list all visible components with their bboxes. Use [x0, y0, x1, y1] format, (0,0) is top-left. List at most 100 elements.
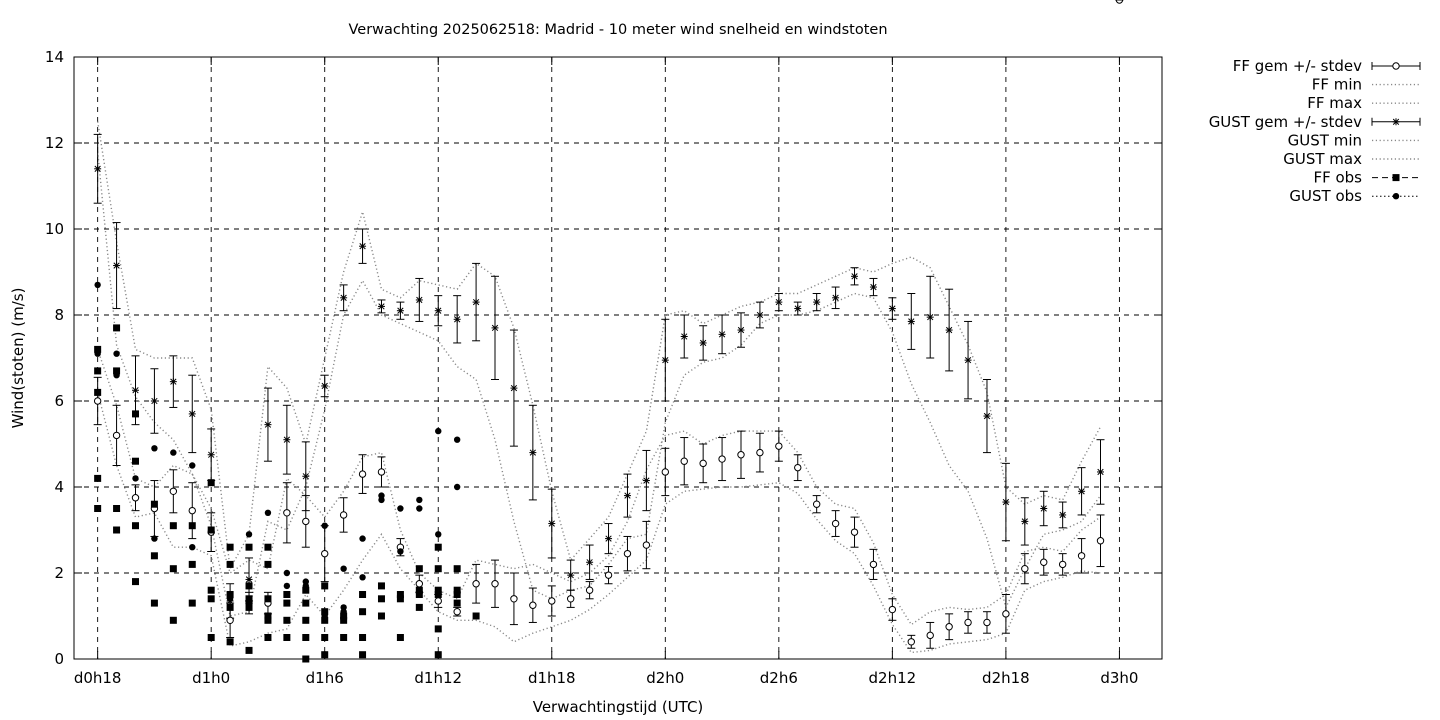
ff-mean-point: [812, 500, 821, 508]
y-tick-label: 0: [54, 650, 64, 668]
ff-mean-point: [434, 597, 442, 605]
gust-obs-point: [207, 595, 215, 602]
ff-obs-point: [226, 591, 234, 598]
ff-obs-point: [131, 410, 139, 418]
star-stroke: [1002, 498, 1010, 506]
gust-mean-point: [605, 535, 613, 543]
ff-obs-point: [207, 586, 215, 594]
ff-obs-point: [264, 595, 272, 603]
star-stroke: [737, 326, 745, 334]
gust-mean-point: [510, 384, 518, 392]
ff-mean-point: [302, 517, 310, 526]
ff-mean-point: [907, 638, 915, 646]
ff-obs-point: [321, 651, 329, 659]
ff-obs-point: [434, 591, 442, 598]
ff-obs-point: [131, 522, 139, 530]
gust-mean-point: [926, 313, 934, 321]
ff-obs-point: [113, 367, 121, 375]
ff-obs-point: [396, 591, 404, 598]
x-tick-label: d2h18: [982, 669, 1030, 687]
gust-mean-point: [472, 298, 480, 306]
star-stroke: [94, 165, 101, 172]
gust-mean-point: [775, 298, 783, 306]
y-tick-label: 10: [45, 220, 64, 238]
y-tick-label: 14: [45, 48, 64, 66]
legend-marker: [1392, 193, 1400, 200]
gust-mean-point: [642, 477, 650, 485]
ff-obs-point: [150, 552, 158, 560]
gust-obs-point: [283, 569, 291, 577]
ff-mean-point: [1096, 537, 1105, 545]
legend-label: FF obs: [1313, 169, 1362, 187]
gust-mean-point: [94, 165, 102, 173]
gust-mean-point: [169, 378, 177, 386]
ff-obs-point: [207, 479, 215, 487]
gust-obs-point: [283, 582, 291, 590]
legend-item: GUST gem +/- stdev: [1209, 113, 1421, 131]
ff-mean-point: [1058, 560, 1067, 569]
star-stroke: [113, 262, 120, 269]
legend-label: FF gem +/- stdev: [1233, 57, 1362, 75]
star-stroke: [302, 473, 309, 480]
gust-obs-point: [321, 522, 328, 529]
ff-mean-point: [472, 580, 480, 588]
gust-mean-point: [188, 410, 196, 418]
gust-mean-point: [245, 575, 253, 583]
ff-obs-point: [415, 591, 423, 598]
ff-obs-point: [283, 599, 291, 607]
star-stroke: [624, 492, 631, 499]
ff-mean-point: [188, 506, 196, 515]
gust-mean-point: [340, 294, 348, 302]
ff-obs-point: [359, 591, 367, 598]
ff-mean-point: [548, 597, 556, 605]
ff-mean-point: [453, 608, 461, 616]
star-stroke: [132, 387, 139, 394]
x-tick-label: d1h6: [306, 669, 344, 687]
ff-mean-point: [585, 586, 594, 594]
star-stroke: [945, 326, 953, 334]
star-stroke: [170, 378, 177, 385]
ff-mean-point: [1040, 558, 1048, 566]
ff-obs-point: [340, 612, 348, 620]
gust-mean-point: [491, 324, 499, 332]
ff-mean-point: [964, 618, 972, 627]
y-axis-label: Wind(stoten) (m/s): [9, 288, 27, 429]
ff-obs-point: [245, 603, 253, 611]
ff-obs-point: [150, 500, 158, 508]
ff-obs-point: [321, 616, 329, 624]
gust-mean-point: [813, 298, 821, 306]
y-tick-label: 2: [54, 564, 64, 582]
ff-obs-point: [188, 560, 196, 568]
star-stroke: [964, 356, 972, 364]
gust-obs-point: [170, 522, 177, 529]
ff-obs-point: [359, 651, 367, 659]
legend-item: FF obs: [1313, 169, 1420, 187]
star-stroke: [472, 298, 480, 306]
ff-obs-point: [264, 634, 272, 641]
star-stroke: [870, 283, 877, 291]
legend-item: GUST max: [1283, 150, 1420, 168]
gust-mean-point: [794, 305, 802, 313]
gust-obs-point: [321, 612, 328, 620]
ff-mean-point: [1115, 0, 1124, 4]
star-stroke: [813, 298, 820, 306]
y-tick-label: 4: [54, 478, 64, 496]
ff-obs-point: [453, 591, 461, 598]
x-tick-label: d2h6: [760, 669, 798, 687]
star-stroke: [529, 449, 537, 456]
ff-obs-point: [359, 608, 367, 616]
star-stroke: [567, 571, 574, 579]
x-tick-label: d1h12: [414, 669, 462, 687]
x-tick-label: d3h0: [1100, 669, 1138, 687]
gust-obs-point: [132, 475, 139, 482]
x-tick-label: d1h0: [192, 669, 230, 687]
ff-obs-point: [245, 595, 253, 603]
gust-mean-point: [207, 451, 215, 459]
star-stroke: [1392, 118, 1400, 125]
gust-mean-point: [453, 315, 461, 323]
star-stroke: [756, 311, 764, 319]
gust-mean-point: [586, 558, 594, 566]
legend-marker: [1392, 118, 1400, 126]
gust-mean-point: [302, 472, 310, 480]
gust-mean-point: [113, 262, 121, 270]
